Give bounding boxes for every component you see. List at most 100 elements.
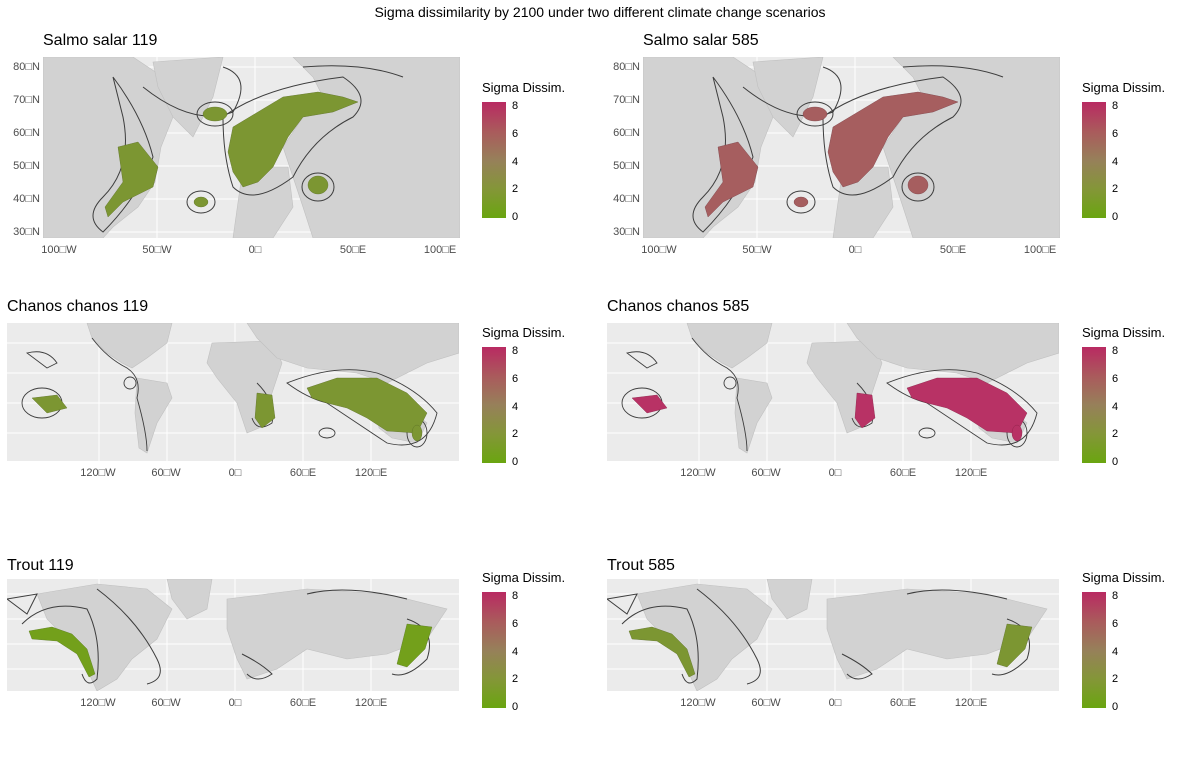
y-tick: 70□N xyxy=(13,94,40,106)
map-salmo-585 xyxy=(643,57,1060,238)
map-chanos-119-svg xyxy=(7,323,459,461)
salmo-585-occupied-cells xyxy=(704,91,959,218)
x-tick: 120□E xyxy=(354,697,388,709)
trout-119-occupied-cells xyxy=(28,623,433,678)
x-tick: 100□W xyxy=(641,244,677,256)
map-chanos-585-svg xyxy=(607,323,1059,461)
legend-tick: 4 xyxy=(512,646,519,658)
legend-tick: 8 xyxy=(512,590,519,602)
legend: Sigma Dissim. 8 6 4 2 0 xyxy=(482,570,582,713)
x-tick: 100□E xyxy=(1023,244,1057,256)
chanos-585-occupied-cells xyxy=(631,377,1028,442)
legend-tick: 2 xyxy=(1112,673,1119,685)
x-tick: 0□ xyxy=(228,697,242,709)
x-tick: 50□W xyxy=(742,244,772,256)
x-tick: 120□W xyxy=(80,697,116,709)
map-trout-585-svg xyxy=(607,579,1059,691)
x-tick: 60□W xyxy=(151,697,181,709)
y-tick: 60□N xyxy=(613,127,640,139)
legend-tick: 4 xyxy=(1112,401,1119,413)
legend-tick: 4 xyxy=(512,401,519,413)
legend-tick: 0 xyxy=(512,211,519,223)
y-tick: 40□N xyxy=(613,193,640,205)
legend: Sigma Dissim. 8 6 4 2 0 xyxy=(482,325,582,468)
legend-color-bar xyxy=(482,592,506,708)
legend: Sigma Dissim. 8 6 4 2 0 xyxy=(1082,325,1182,468)
x-tick: 0□ xyxy=(848,244,862,256)
legend-tick: 4 xyxy=(512,156,519,168)
legend-tick: 2 xyxy=(1112,428,1119,440)
legend-tick: 6 xyxy=(512,373,519,385)
legend-title: Sigma Dissim. xyxy=(1082,570,1166,585)
legend-tick: 0 xyxy=(512,701,519,713)
x-tick: 50□E xyxy=(939,244,967,256)
legend-tick: 0 xyxy=(1112,211,1119,223)
legend-title: Sigma Dissim. xyxy=(482,325,566,340)
legend-tick: 6 xyxy=(512,128,519,140)
x-tick: 0□ xyxy=(248,244,262,256)
trout-585-occupied-cells xyxy=(628,623,1033,678)
map-salmo-119-svg xyxy=(43,57,460,238)
x-tick: 60□E xyxy=(889,697,917,709)
x-tick: 120□E xyxy=(954,467,988,479)
legend-title: Sigma Dissim. xyxy=(1082,325,1166,340)
map-trout-585 xyxy=(607,579,1059,691)
x-tick: 120□W xyxy=(680,467,716,479)
y-tick: 70□N xyxy=(613,94,640,106)
x-tick: 120□W xyxy=(680,697,716,709)
legend-color-bar xyxy=(1082,102,1106,218)
panel-title-trout-585: Trout 585 xyxy=(607,557,675,574)
x-tick: 50□E xyxy=(339,244,367,256)
y-tick: 30□N xyxy=(613,226,640,238)
legend-title: Sigma Dissim. xyxy=(482,80,566,95)
legend-color-bar xyxy=(482,347,506,463)
x-tick: 60□W xyxy=(751,467,781,479)
x-tick: 60□E xyxy=(889,467,917,479)
panel-title-chanos-585: Chanos chanos 585 xyxy=(607,298,750,315)
legend-title: Sigma Dissim. xyxy=(482,570,566,585)
legend-tick: 2 xyxy=(512,183,519,195)
x-tick: 60□E xyxy=(289,467,317,479)
legend-tick: 8 xyxy=(1112,345,1119,357)
panel-title-trout-119: Trout 119 xyxy=(7,557,74,574)
x-tick: 60□W xyxy=(751,697,781,709)
legend-tick: 8 xyxy=(1112,100,1119,112)
panel-title-salmo-119: Salmo salar 119 xyxy=(43,32,158,49)
legend-tick: 0 xyxy=(1112,456,1119,468)
legend: Sigma Dissim. 8 6 4 2 0 xyxy=(1082,570,1182,713)
legend-tick: 0 xyxy=(1112,701,1119,713)
legend-color-bar xyxy=(482,102,506,218)
map-salmo-119 xyxy=(43,57,460,238)
y-tick: 50□N xyxy=(13,160,40,172)
legend-tick: 6 xyxy=(1112,128,1119,140)
x-tick: 120□E xyxy=(954,697,988,709)
legend-tick: 8 xyxy=(512,345,519,357)
y-tick: 50□N xyxy=(613,160,640,172)
legend: Sigma Dissim. 8 6 4 2 0 xyxy=(1082,80,1182,223)
x-tick: 50□W xyxy=(142,244,172,256)
figure-title: Sigma dissimilarity by 2100 under two di… xyxy=(374,4,826,20)
panel-title-chanos-119: Chanos chanos 119 xyxy=(7,298,149,315)
legend-title: Sigma Dissim. xyxy=(1082,80,1166,95)
x-tick: 0□ xyxy=(828,467,842,479)
x-tick: 100□W xyxy=(41,244,77,256)
x-tick: 120□E xyxy=(354,467,388,479)
legend-tick: 4 xyxy=(1112,646,1119,658)
y-tick: 40□N xyxy=(13,193,40,205)
legend-tick: 8 xyxy=(1112,590,1119,602)
legend-tick: 4 xyxy=(1112,156,1119,168)
map-salmo-585-svg xyxy=(643,57,1060,238)
legend-tick: 2 xyxy=(512,673,519,685)
y-tick: 80□N xyxy=(13,61,40,73)
legend-color-bar xyxy=(1082,347,1106,463)
legend-tick: 2 xyxy=(512,428,519,440)
x-tick: 120□W xyxy=(80,467,116,479)
legend-tick: 8 xyxy=(512,100,519,112)
legend-tick: 6 xyxy=(512,618,519,630)
y-tick: 30□N xyxy=(13,226,40,238)
legend-tick: 2 xyxy=(1112,183,1119,195)
legend-tick: 6 xyxy=(1112,373,1119,385)
y-tick: 60□N xyxy=(13,127,40,139)
legend: Sigma Dissim. 8 6 4 2 0 xyxy=(482,80,582,223)
map-chanos-585 xyxy=(607,323,1059,461)
